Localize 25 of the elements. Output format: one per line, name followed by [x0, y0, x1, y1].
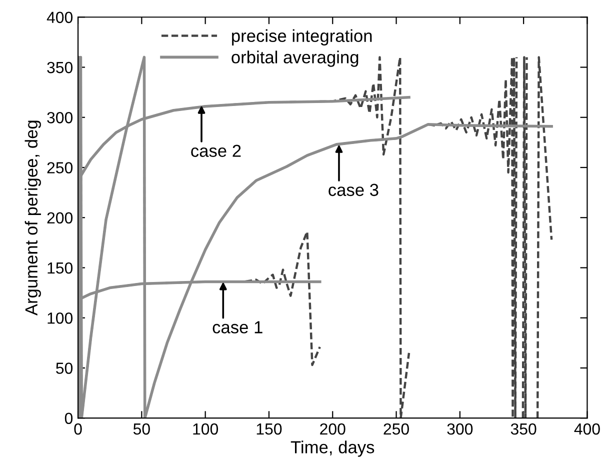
- legend-label: precise integration: [232, 29, 372, 46]
- y-tick-label: 100: [48, 312, 73, 324]
- x-tick-label: 250: [384, 423, 409, 435]
- x-tick-label: 350: [510, 423, 536, 435]
- y-axis-title: Argument of perigee, deg: [24, 120, 41, 316]
- annotation: case 3: [328, 184, 378, 196]
- annotation: case 1: [212, 321, 262, 334]
- x-tick-label: 0: [74, 423, 82, 435]
- annotation: case 2: [191, 144, 241, 157]
- x-tick-label: 150: [256, 423, 282, 435]
- y-tick-label: 50: [56, 362, 73, 374]
- y-tick-label: 150: [48, 262, 73, 274]
- y-tick-label: 350: [47, 62, 73, 74]
- x-tick-label: 50: [133, 423, 150, 435]
- y-tick-label: 200: [47, 212, 73, 224]
- x-tick-label: 300: [447, 423, 473, 435]
- x-axis-title: Time, days: [290, 440, 374, 457]
- y-tick-label: 300: [47, 112, 73, 124]
- y-tick-label: 400: [46, 12, 73, 24]
- y-tick-label: 0: [64, 412, 73, 424]
- y-tick-label: 250: [47, 162, 73, 174]
- legend-label: orbital averaging: [232, 50, 358, 67]
- x-tick-label: 100: [193, 423, 218, 435]
- x-tick-label: 200: [320, 423, 346, 435]
- x-tick-label: 400: [574, 423, 600, 435]
